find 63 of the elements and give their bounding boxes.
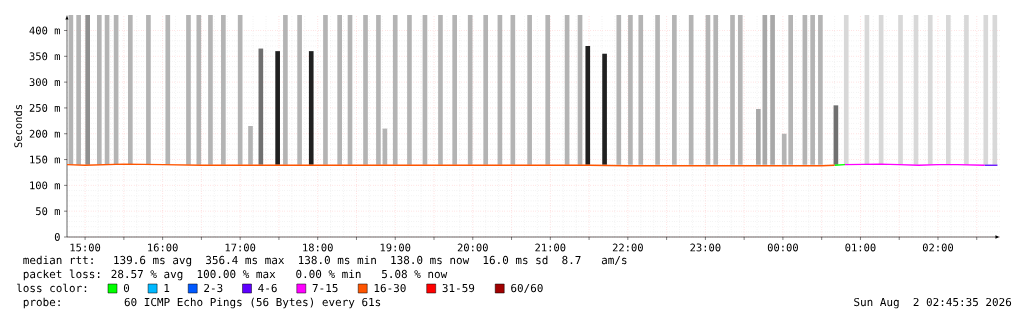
bar [165, 15, 171, 165]
bar [196, 15, 202, 165]
legend-title: loss color: [17, 283, 87, 293]
legend-label: 1 [164, 284, 170, 292]
bar [128, 15, 133, 165]
bar [628, 15, 633, 165]
bar [146, 15, 151, 165]
bar [85, 15, 90, 165]
x-tick-label: 02:00 [922, 243, 954, 252]
text: median rtt: 139.6 ms avg 356.4 ms max 138.0 ms min 138.0 ms now 16.0 ms sd 8.7 am/s [23, 255, 627, 267]
bar [248, 126, 253, 165]
y-tick-label: 400 m [29, 26, 60, 35]
x-tick-label: 17:00 [225, 243, 256, 252]
bar [308, 51, 314, 165]
legend-label: 7-15 [312, 284, 338, 293]
y-tick-label: 50 m [36, 207, 60, 216]
legend-label: 2-3 [204, 283, 223, 293]
y-tick-label: 150 m [30, 155, 60, 164]
bar [898, 15, 903, 165]
bar [275, 51, 280, 165]
bar [964, 15, 969, 165]
x-tick-label: 22:00 [612, 243, 643, 252]
bar [585, 45, 591, 165]
bar [843, 15, 849, 165]
legend-label: 16-30 [374, 283, 406, 293]
legend-label: 4-6 [258, 283, 277, 293]
x-tick-label: 01:00 [845, 243, 876, 252]
y-tick-label: 300 m [29, 78, 60, 87]
bar [323, 15, 328, 165]
bar [452, 15, 457, 165]
bar [297, 15, 302, 165]
x-tick-label: 21:00 [535, 243, 566, 252]
text: packet loss: 28.57 % avg 100.00 % max 0.00 % min 5.08 % now [23, 269, 448, 281]
bar [927, 15, 933, 165]
x-tick-label: 16:00 [148, 243, 178, 252]
x-tick-label: 23:00 [690, 243, 721, 252]
y-tick-label: 250 m [29, 103, 60, 112]
bar [96, 15, 102, 165]
y-tick-label: 350 m [29, 52, 60, 61]
x-tick-label: 00:00 [767, 243, 798, 252]
text: Sun Aug 2 02:45:35 2026 [854, 297, 1012, 309]
bar [407, 15, 412, 165]
x-tick-label: 20:00 [457, 243, 488, 252]
y-tick-label: 0 [54, 233, 60, 241]
bar [483, 15, 489, 165]
bar [818, 15, 823, 165]
x-tick-label: 15:00 [70, 243, 101, 252]
legend-label: 31-59 [442, 283, 475, 293]
legend-label: 0 [123, 283, 130, 293]
y-tick-label: 100 m [30, 181, 60, 190]
bar [946, 15, 951, 165]
x-tick-label: 18:00 [303, 243, 333, 252]
bar [545, 15, 551, 165]
legend-label: 60/60 [511, 283, 543, 294]
x-tick-label: 19:00 [380, 243, 411, 252]
bar [602, 53, 607, 165]
bar [770, 15, 775, 165]
bar [672, 15, 677, 165]
y-axis-title: Seconds [14, 105, 23, 148]
bar [438, 15, 443, 165]
y-tick-label: 200 m [29, 129, 60, 138]
bar [983, 15, 989, 165]
text: probe: 60 ICMP Echo Pings (56 Bytes) every 61s [23, 297, 381, 309]
